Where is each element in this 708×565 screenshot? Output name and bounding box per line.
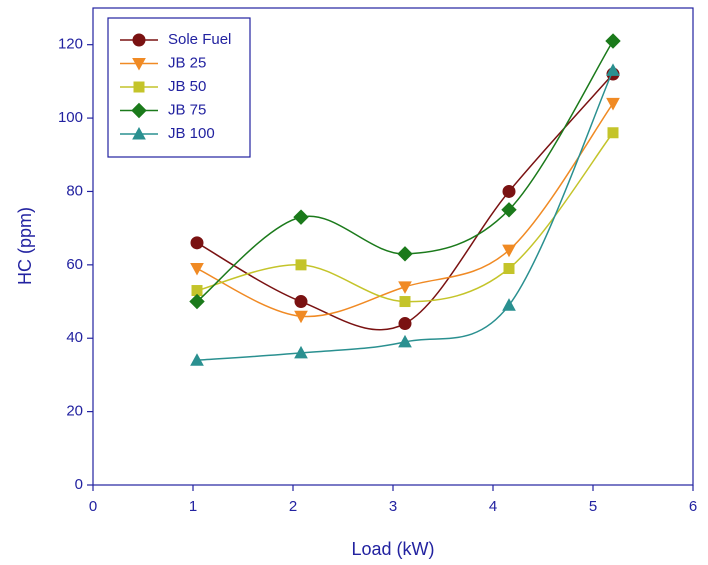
marker bbox=[132, 126, 146, 140]
series-line bbox=[196, 132, 614, 303]
marker bbox=[132, 58, 146, 71]
marker bbox=[398, 334, 412, 348]
y-tick-label: 60 bbox=[66, 256, 83, 273]
marker bbox=[398, 281, 412, 294]
marker bbox=[606, 63, 620, 76]
marker bbox=[606, 97, 620, 111]
y-tick-label: 40 bbox=[66, 329, 83, 346]
x-tick-label: 4 bbox=[489, 498, 497, 515]
marker bbox=[190, 236, 204, 250]
marker bbox=[294, 310, 308, 324]
marker bbox=[190, 263, 204, 276]
series-line bbox=[196, 73, 614, 331]
legend-label: JB 75 bbox=[168, 101, 206, 118]
marker bbox=[397, 246, 413, 262]
marker bbox=[502, 244, 516, 258]
marker bbox=[190, 353, 204, 366]
y-axis-label: HC (ppm) bbox=[15, 207, 35, 285]
y-tick-label: 0 bbox=[75, 476, 83, 493]
legend-label: JB 100 bbox=[168, 125, 215, 142]
legend-label: JB 50 bbox=[168, 78, 206, 95]
marker bbox=[131, 102, 147, 119]
y-tick-label: 80 bbox=[66, 182, 83, 199]
marker bbox=[503, 263, 515, 275]
x-tick-label: 5 bbox=[589, 498, 597, 515]
legend-label: Sole Fuel bbox=[168, 31, 231, 48]
marker bbox=[295, 259, 307, 271]
x-tick-label: 6 bbox=[689, 498, 697, 515]
y-tick-label: 100 bbox=[58, 109, 83, 126]
marker bbox=[398, 317, 412, 331]
x-tick-label: 1 bbox=[189, 498, 197, 515]
marker bbox=[294, 295, 308, 309]
marker bbox=[502, 184, 516, 198]
y-tick-label: 120 bbox=[58, 36, 83, 53]
y-tick-label: 20 bbox=[66, 403, 83, 420]
marker bbox=[294, 345, 308, 359]
marker bbox=[501, 202, 517, 218]
marker bbox=[132, 33, 146, 47]
marker bbox=[133, 81, 145, 93]
x-tick-label: 2 bbox=[289, 498, 297, 515]
series-line bbox=[196, 40, 614, 303]
x-tick-label: 0 bbox=[89, 498, 97, 515]
series-line bbox=[196, 102, 614, 318]
marker bbox=[293, 209, 309, 225]
marker bbox=[399, 296, 411, 308]
legend-label: JB 25 bbox=[168, 54, 206, 71]
series-line bbox=[196, 70, 614, 361]
x-axis-label: Load (kW) bbox=[351, 539, 434, 559]
marker bbox=[605, 33, 621, 49]
marker bbox=[189, 293, 205, 310]
x-tick-label: 3 bbox=[389, 498, 397, 515]
marker bbox=[502, 298, 516, 311]
marker bbox=[607, 127, 619, 139]
